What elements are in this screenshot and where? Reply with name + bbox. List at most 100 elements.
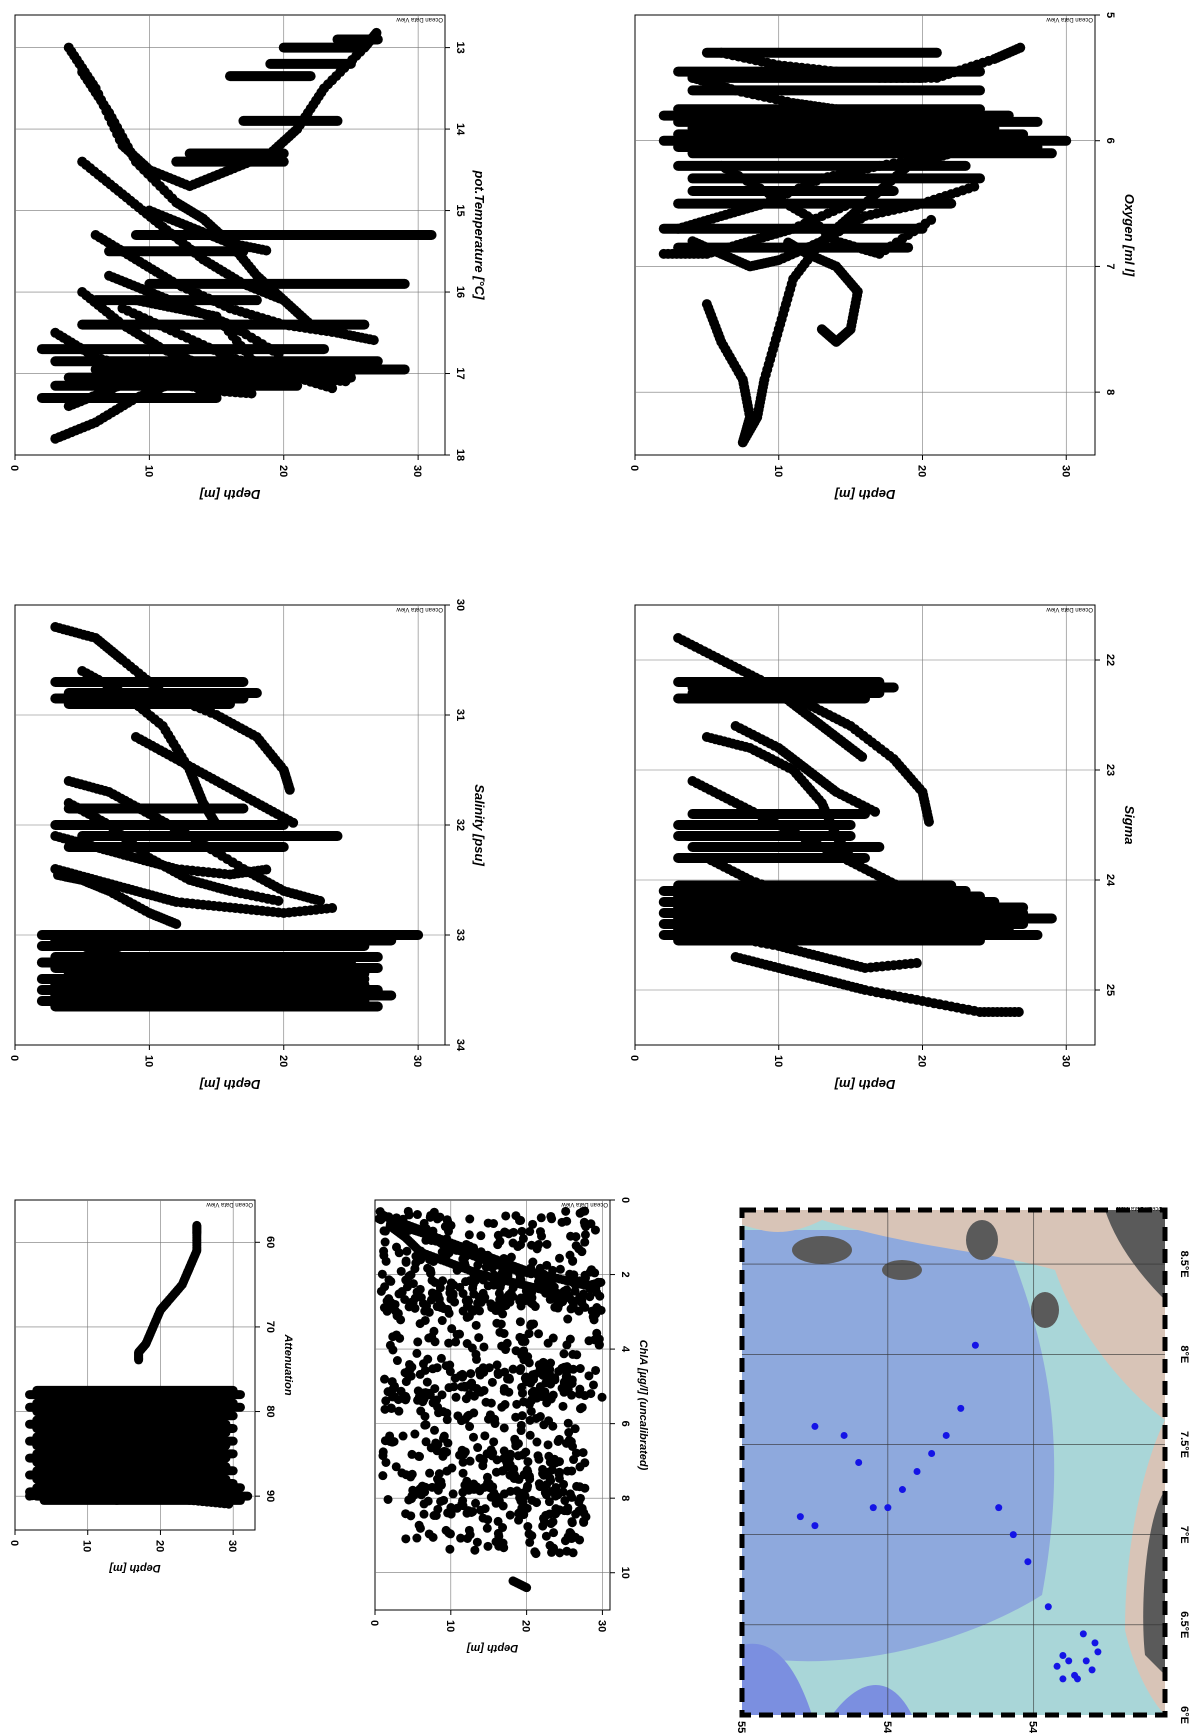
chla-point: [571, 1509, 581, 1519]
chla-point: [498, 1523, 508, 1533]
chla-point: [463, 1506, 473, 1516]
temp-tick-label-y: 30: [411, 465, 423, 477]
atten-tick-label-x: 60: [264, 1236, 276, 1248]
chla-point: [444, 1338, 454, 1348]
chla-point: [484, 1479, 494, 1489]
map-station: [855, 1459, 863, 1466]
chla-point: [465, 1241, 475, 1251]
chla-point: [495, 1327, 505, 1337]
chla-point: [375, 1207, 385, 1217]
chla-point: [483, 1541, 493, 1551]
chla-point: [448, 1289, 458, 1299]
chla-point: [575, 1535, 585, 1545]
chla-point: [401, 1275, 411, 1285]
chla-point: [565, 1489, 575, 1499]
oxy-tick-label-y: 10: [772, 465, 784, 477]
chla-point: [511, 1412, 521, 1422]
chla-point: [498, 1309, 508, 1319]
temp-tick-label-x: 14: [454, 123, 466, 136]
chla-point: [442, 1408, 452, 1418]
chla-point: [442, 1466, 452, 1476]
chla-tick-label-x: 6: [619, 1421, 631, 1427]
chla-tick-label-x: 10: [619, 1567, 631, 1579]
map-station: [1065, 1657, 1073, 1665]
chla-point: [563, 1292, 573, 1302]
atten-tick-label-x: 70: [264, 1321, 276, 1333]
sigma-point: [911, 958, 922, 969]
chla-point: [561, 1438, 571, 1448]
chla-point: [542, 1480, 552, 1490]
chla-point: [428, 1226, 438, 1236]
chla-point: [442, 1215, 452, 1225]
oxy-tick-label-x: 7: [1104, 263, 1116, 269]
chla-point: [575, 1292, 585, 1302]
map-island: [966, 1220, 998, 1260]
chla-point: [516, 1364, 526, 1374]
chla-point: [551, 1491, 561, 1501]
temp-y-axis-label: Depth [m]: [199, 487, 260, 502]
sal-tick-label-x: 30: [454, 599, 466, 611]
chla-point: [516, 1215, 526, 1225]
chla-tick-label-x: 2: [619, 1271, 631, 1277]
oxy-y-axis-label: Depth [m]: [834, 487, 895, 502]
chla-point: [584, 1336, 594, 1346]
sal-point: [53, 870, 63, 881]
chla-point: [470, 1251, 480, 1261]
atten-point: [134, 1355, 144, 1365]
temp-tick-label-x: 13: [454, 41, 466, 53]
chla-point: [386, 1403, 396, 1413]
chla-point: [483, 1218, 493, 1228]
sal-tick-label-x: 33: [454, 929, 466, 941]
chla-point: [554, 1469, 564, 1479]
sal-tick-label-y: 0: [8, 1055, 20, 1061]
sigma-tick-label-y: 10: [772, 1055, 784, 1067]
chla-point: [509, 1278, 519, 1288]
chla-point: [499, 1543, 509, 1553]
chla-point: [517, 1226, 527, 1236]
chla-point: [562, 1466, 572, 1476]
chla-point: [525, 1471, 535, 1481]
chla-point: [542, 1260, 552, 1270]
chla-point: [567, 1518, 577, 1528]
chla-point: [529, 1268, 539, 1278]
chla-point: [597, 1392, 607, 1402]
chla-watermark: Ocean Data View: [561, 1201, 608, 1207]
chla-point: [450, 1297, 460, 1307]
chla-point: [433, 1485, 443, 1495]
chla-point: [458, 1254, 468, 1264]
chla-point: [534, 1386, 544, 1396]
map-station: [971, 1341, 979, 1349]
chla-point: [457, 1445, 467, 1455]
chla-point: [526, 1321, 536, 1331]
sal-tick-label-y: 30: [411, 1055, 423, 1067]
chla-point: [499, 1489, 509, 1499]
chla-point: [536, 1213, 546, 1223]
chla-point: [433, 1290, 443, 1300]
map-lon-label: 6°E: [1178, 1706, 1190, 1724]
oxy-tick-label-y: 0: [628, 465, 640, 471]
sigma-tick-label-y: 30: [1059, 1055, 1071, 1067]
chla-point: [391, 1330, 401, 1340]
sigma-point: [1013, 1007, 1024, 1017]
chla-point: [524, 1399, 534, 1409]
chla-point: [535, 1412, 545, 1422]
chla-point: [516, 1240, 526, 1250]
chla-point: [400, 1227, 410, 1237]
chla-point: [559, 1349, 569, 1359]
chla-point: [383, 1387, 393, 1397]
chla-point: [430, 1384, 440, 1394]
chla-point: [549, 1454, 559, 1464]
chla-point: [390, 1299, 400, 1309]
sigma-tick-label-x: 23: [1104, 764, 1116, 776]
chla-point: [513, 1264, 523, 1274]
temp-point: [327, 383, 338, 394]
chla-point: [516, 1420, 526, 1430]
chla-point: [499, 1253, 509, 1263]
chla-point: [494, 1288, 504, 1298]
sal-x-axis-label: Salinity [psu]: [472, 784, 487, 866]
chla-point: [547, 1214, 557, 1224]
sigma-x-axis-label: Sigma: [1122, 805, 1137, 844]
sigma-point: [857, 751, 868, 762]
chla-point: [594, 1334, 604, 1344]
chla-point: [506, 1449, 516, 1459]
